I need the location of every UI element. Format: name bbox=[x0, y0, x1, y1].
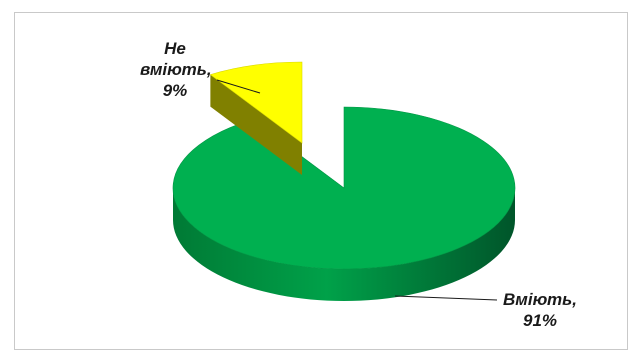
slice-wall-no-0 bbox=[210, 74, 302, 175]
slice-label-no-line2: вміють, bbox=[140, 60, 212, 79]
leader-line-yes bbox=[394, 295, 498, 301]
slice-label-no-value: 9% bbox=[162, 81, 188, 100]
slice-label-yes: Вміють, 91% bbox=[492, 289, 588, 331]
leader-line-no bbox=[216, 79, 261, 94]
slice-top-no bbox=[209, 61, 303, 144]
slice-side-yes bbox=[173, 188, 515, 301]
slice-top-yes bbox=[172, 106, 516, 270]
slice-label-no-line1: Не bbox=[164, 39, 186, 58]
slice-label-no: Не вміють, 9% bbox=[140, 38, 212, 101]
slice-label-yes-line1: Вміють, bbox=[503, 290, 577, 309]
slice-label-yes-value: 91% bbox=[522, 311, 558, 330]
